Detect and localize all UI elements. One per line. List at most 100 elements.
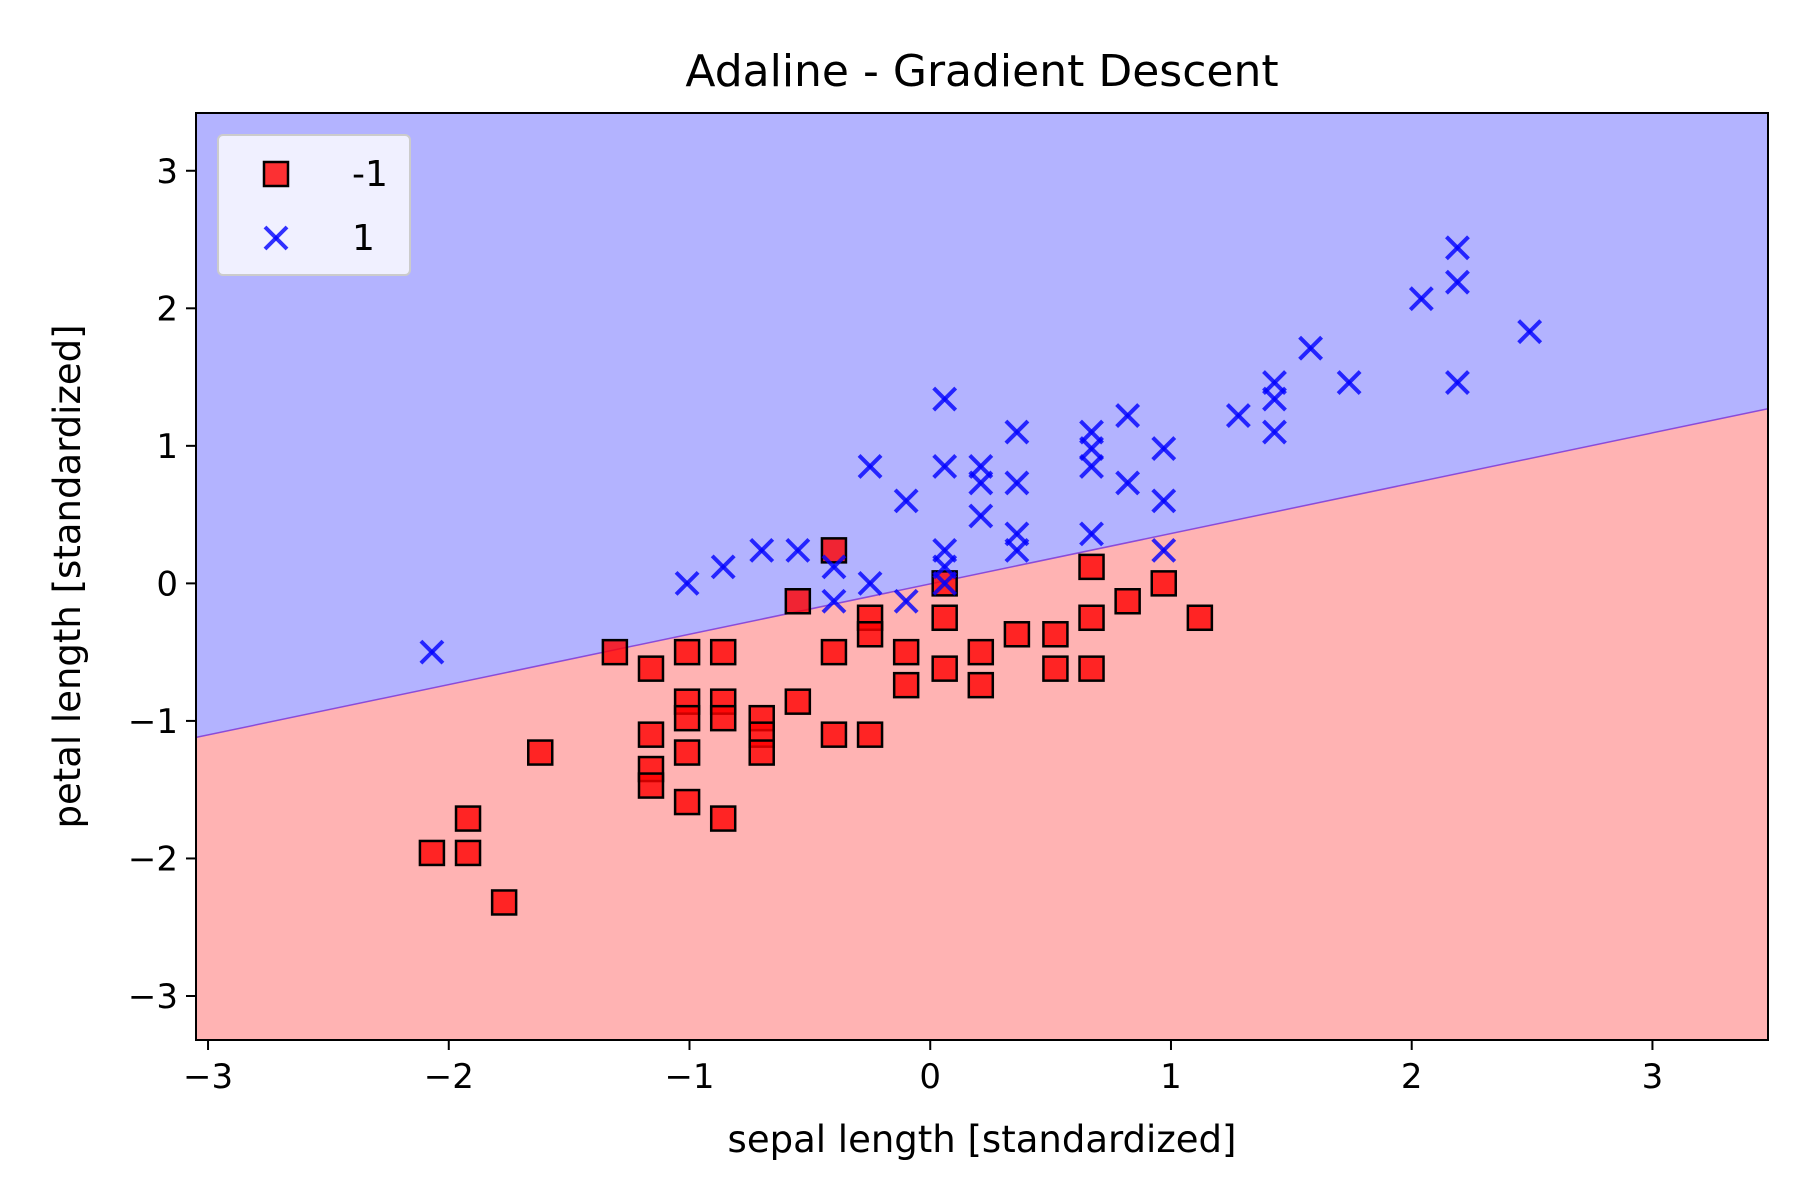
point-class-1 (749, 537, 775, 563)
point-class-minus1 (454, 839, 482, 867)
point-class-1 (1151, 488, 1177, 514)
point-class-1 (1004, 419, 1030, 445)
point-class-1 (1115, 470, 1141, 496)
point-class-1 (857, 570, 883, 596)
x-tick-label: 0 (919, 1057, 941, 1097)
y-tick-label: −3 (128, 977, 178, 1017)
y-tick-label: 0 (156, 564, 178, 604)
x-tick-label: −3 (183, 1057, 233, 1097)
legend-label-minus1: -1 (352, 154, 388, 195)
point-class-minus1 (748, 739, 775, 766)
x-tick-label: −2 (424, 1057, 474, 1097)
point-class-1 (1079, 521, 1104, 547)
point-class-1 (821, 554, 847, 580)
point-class-minus1 (967, 638, 995, 666)
point-class-minus1 (931, 655, 958, 682)
point-class-minus1 (673, 788, 701, 816)
region-class-1 (196, 113, 1768, 738)
point-class-minus1 (673, 739, 701, 766)
point-class-1 (1151, 537, 1177, 563)
point-class-1 (1298, 335, 1324, 361)
y-axis: −3 −2 −1 0 1 2 3 (128, 152, 196, 1017)
point-class-minus1 (673, 704, 701, 732)
point-class-minus1 (931, 604, 958, 632)
y-tick-label: −2 (128, 839, 178, 879)
point-class-minus1 (1078, 553, 1105, 581)
point-class-minus1 (967, 671, 995, 699)
point-class-minus1 (820, 721, 848, 748)
point-class-1 (419, 639, 445, 665)
y-axis-label: petal length [standardized] (46, 324, 89, 828)
point-class-minus1 (637, 772, 665, 799)
point-class-minus1 (784, 688, 812, 715)
point-class-minus1 (1150, 570, 1178, 597)
point-class-minus1 (709, 805, 737, 832)
plot-area (196, 113, 1768, 1040)
point-class-1 (893, 488, 919, 514)
scatter-points (418, 235, 1543, 916)
point-class-1 (674, 570, 700, 596)
point-class-minus1 (1114, 588, 1141, 615)
point-class-1 (857, 454, 883, 479)
point-class-1 (1262, 386, 1287, 412)
y-tick-label: 2 (156, 289, 178, 329)
point-class-1 (1517, 319, 1543, 345)
point-class-minus1 (820, 638, 848, 666)
point-class-minus1 (418, 839, 446, 867)
legend: -1 1 (217, 134, 411, 276)
point-class-minus1 (601, 638, 629, 666)
point-class-minus1 (673, 638, 701, 666)
x-tick-label: 2 (1401, 1057, 1423, 1097)
point-class-minus1 (784, 588, 812, 615)
x-tick-label: −1 (664, 1057, 714, 1097)
plot-frame (195, 112, 1769, 1041)
decision-boundary (196, 407, 1768, 739)
point-class-1 (968, 470, 994, 496)
legend-label-1: 1 (352, 218, 375, 259)
point-class-minus1 (454, 805, 482, 832)
point-class-1 (1336, 370, 1362, 395)
point-class-1 (1151, 436, 1177, 462)
point-class-minus1 (1042, 655, 1069, 682)
point-class-1 (1445, 370, 1470, 395)
point-class-minus1 (709, 704, 737, 732)
point-class-1 (1445, 269, 1470, 295)
point-class-minus1 (1078, 604, 1105, 632)
point-class-minus1 (490, 889, 518, 916)
y-tick-label: −1 (128, 702, 178, 742)
point-class-1 (1079, 436, 1104, 462)
point-class-1 (932, 386, 958, 412)
y-tick-label: 1 (156, 427, 178, 467)
x-tick-label: 1 (1160, 1057, 1182, 1097)
legend-marker-square (262, 160, 290, 188)
point-class-minus1 (856, 621, 884, 648)
point-class-minus1 (709, 638, 737, 666)
point-class-1 (1115, 403, 1141, 428)
point-class-minus1 (1078, 655, 1105, 682)
point-class-minus1 (1042, 621, 1069, 648)
point-class-1 (710, 554, 736, 580)
legend-marker-x (263, 225, 289, 251)
point-class-1 (1262, 419, 1287, 445)
point-class-1 (932, 454, 958, 479)
x-axis: −3 −2 −1 0 1 2 3 (183, 1040, 1663, 1097)
point-class-minus1 (856, 721, 884, 748)
point-class-1 (1004, 470, 1030, 496)
point-class-1 (1225, 403, 1251, 428)
point-class-1 (893, 588, 919, 614)
x-tick-label: 3 (1642, 1057, 1664, 1097)
point-class-minus1 (637, 655, 665, 682)
y-tick-label: 3 (156, 152, 178, 192)
point-class-minus1 (892, 671, 920, 699)
point-class-minus1 (892, 638, 920, 666)
point-class-1 (1079, 454, 1104, 479)
point-class-minus1 (1003, 621, 1031, 648)
point-class-minus1 (527, 739, 554, 766)
point-class-1 (785, 537, 811, 563)
point-class-1 (1445, 235, 1470, 261)
x-axis-label: sepal length [standardized] (728, 1118, 1237, 1161)
point-class-1 (968, 503, 994, 529)
point-class-minus1 (1186, 604, 1214, 632)
point-class-1 (821, 588, 847, 614)
